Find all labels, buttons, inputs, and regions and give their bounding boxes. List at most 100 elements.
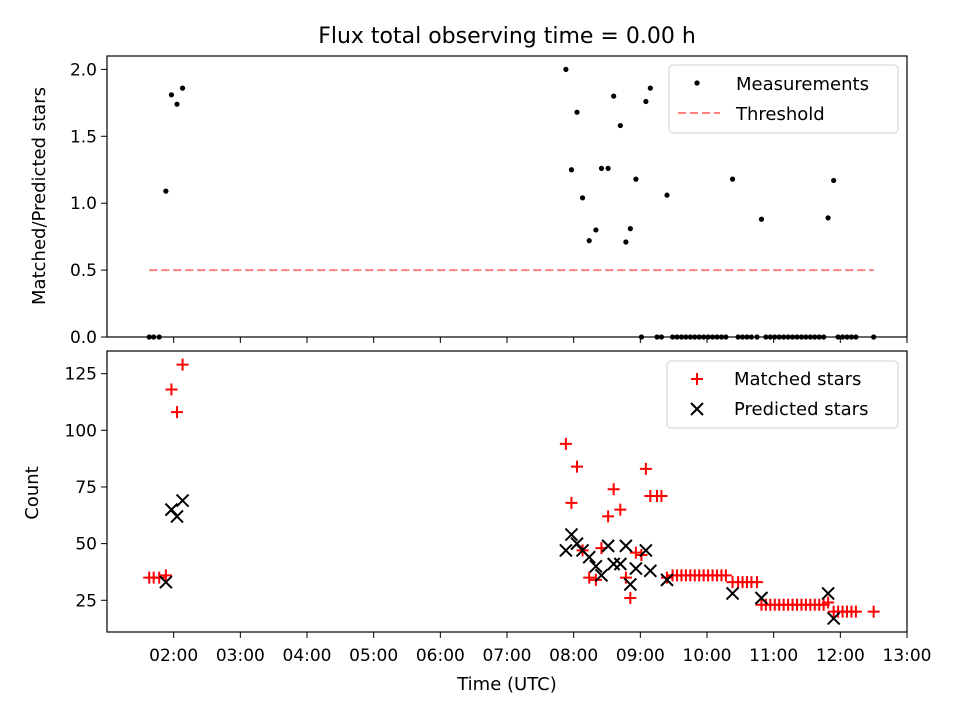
y-tick-label: 25 bbox=[75, 591, 97, 611]
matched-star-point bbox=[719, 569, 732, 582]
predicted-star-point bbox=[606, 557, 621, 571]
matched-star-point bbox=[629, 546, 642, 559]
top-legend: Measurements Threshold bbox=[668, 64, 899, 134]
predicted-star-point bbox=[582, 550, 596, 564]
y-tick-label: 2.0 bbox=[70, 60, 97, 80]
measurement-point bbox=[643, 98, 649, 105]
matched-star-point bbox=[602, 510, 615, 523]
y-tick-label: 1.0 bbox=[70, 194, 97, 214]
predicted-star-point bbox=[564, 527, 579, 542]
matched-star-point bbox=[661, 571, 673, 584]
top-panel: Matched/Predicted stars 0.00.51.01.52.0 … bbox=[29, 55, 908, 348]
matched-star-point bbox=[153, 571, 166, 584]
matched-star-point bbox=[619, 571, 632, 584]
top-ylabel: Matched/Predicted stars bbox=[29, 87, 50, 305]
predicted-star-point bbox=[175, 493, 190, 508]
y-tick-label: 0.0 bbox=[70, 328, 97, 348]
y-tick-label: 100 bbox=[65, 421, 97, 441]
measurement-point bbox=[598, 165, 605, 171]
predicted-star-point bbox=[629, 561, 643, 576]
legend-threshold-label: Threshold bbox=[735, 104, 825, 125]
top-legend-box bbox=[668, 64, 899, 134]
predicted-star-point bbox=[821, 586, 835, 601]
matched-star-point bbox=[867, 605, 880, 618]
measurement-point bbox=[174, 101, 180, 107]
bottom-ylabel: Count bbox=[22, 466, 43, 519]
bottom-legend-box bbox=[666, 360, 899, 429]
measurement-point bbox=[574, 109, 580, 115]
matched-star-point bbox=[751, 576, 763, 589]
matched-star-point bbox=[655, 490, 668, 503]
predicted-star-point bbox=[643, 564, 658, 578]
legend-measurements-marker bbox=[694, 80, 700, 86]
matched-star-point bbox=[176, 358, 189, 371]
x-tick-label: 04:00 bbox=[283, 646, 332, 666]
x-tick-label: 09:00 bbox=[616, 646, 665, 666]
matched-star-point bbox=[171, 406, 183, 419]
measurement-point bbox=[586, 238, 592, 244]
matched-star-point bbox=[607, 483, 620, 496]
measurement-point bbox=[563, 66, 569, 72]
measurement-point bbox=[623, 239, 629, 245]
matched-star-point bbox=[849, 605, 862, 618]
measurement-point bbox=[179, 85, 186, 91]
predicted-star-point bbox=[601, 539, 615, 553]
bottom-yticks: 25 50 75 100 125 bbox=[65, 365, 107, 611]
x-tick-label: 02:00 bbox=[149, 646, 198, 666]
x-tick-label: 11:00 bbox=[749, 646, 798, 666]
predicted-star-point bbox=[613, 557, 628, 571]
matched-star-point bbox=[583, 571, 596, 584]
measurement-point bbox=[758, 216, 765, 222]
predicted-star-point bbox=[619, 539, 633, 553]
legend-predicted-label: Predicted stars bbox=[734, 399, 868, 420]
measurement-point bbox=[664, 192, 670, 198]
measurement-point bbox=[605, 165, 611, 171]
predicted-star-point bbox=[754, 591, 769, 605]
legend-predicted-marker bbox=[690, 402, 704, 416]
measurement-point bbox=[617, 122, 623, 129]
legend-matched-label: Matched stars bbox=[734, 369, 861, 390]
top-plot-frame bbox=[106, 55, 908, 338]
predicted-star-point bbox=[660, 573, 674, 587]
measurement-point bbox=[611, 93, 617, 99]
x-tick-label: 12:00 bbox=[816, 646, 865, 666]
bottom-legend: Matched stars Predicted stars bbox=[666, 360, 899, 429]
matched-star-point bbox=[159, 569, 172, 582]
x-axis-label: Time (UTC) bbox=[456, 674, 557, 695]
measurement-point bbox=[633, 176, 639, 182]
y-tick-label: 0.5 bbox=[70, 261, 97, 281]
x-tick-label: 10:00 bbox=[683, 646, 732, 666]
y-tick-label: 125 bbox=[65, 365, 97, 385]
y-tick-label: 50 bbox=[75, 535, 97, 555]
x-tick-label: 05:00 bbox=[349, 646, 398, 666]
measurement-point bbox=[568, 167, 575, 173]
x-tick-label: 06:00 bbox=[416, 646, 465, 666]
measurement-point bbox=[579, 195, 586, 201]
measurement-point bbox=[825, 215, 831, 221]
bottom-plot-frame bbox=[106, 350, 908, 633]
y-tick-label: 75 bbox=[75, 478, 97, 498]
predicted-star-point bbox=[159, 575, 173, 589]
measurement-point bbox=[647, 85, 653, 91]
bottom-series bbox=[143, 358, 880, 626]
matched-star-point bbox=[639, 462, 652, 475]
matched-star-point bbox=[822, 596, 835, 609]
legend-measurements-label: Measurements bbox=[736, 74, 869, 95]
x-tick-label: 08:00 bbox=[549, 646, 598, 666]
legend-matched-marker bbox=[691, 373, 703, 385]
predicted-star-point bbox=[559, 543, 573, 558]
top-yticks: 0.0 0.5 1.0 1.5 2.0 bbox=[70, 60, 107, 348]
predicted-star-point bbox=[725, 586, 740, 601]
y-tick-label: 1.5 bbox=[70, 127, 97, 147]
measurement-point bbox=[831, 177, 837, 184]
predicted-star-point bbox=[170, 509, 184, 524]
figure-title: Flux total observing time = 0.00 h bbox=[318, 24, 696, 49]
measurement-point bbox=[168, 92, 175, 98]
measurement-point bbox=[593, 227, 599, 233]
matched-star-point bbox=[624, 592, 637, 605]
predicted-star-point bbox=[589, 559, 603, 573]
measurement-point bbox=[729, 176, 736, 182]
predicted-star-point bbox=[594, 568, 609, 583]
